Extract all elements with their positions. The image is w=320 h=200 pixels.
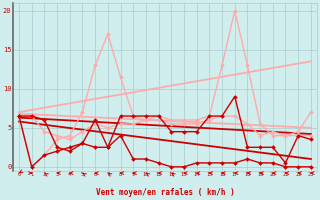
X-axis label: Vent moyen/en rafales ( km/h ): Vent moyen/en rafales ( km/h ) <box>96 188 234 197</box>
